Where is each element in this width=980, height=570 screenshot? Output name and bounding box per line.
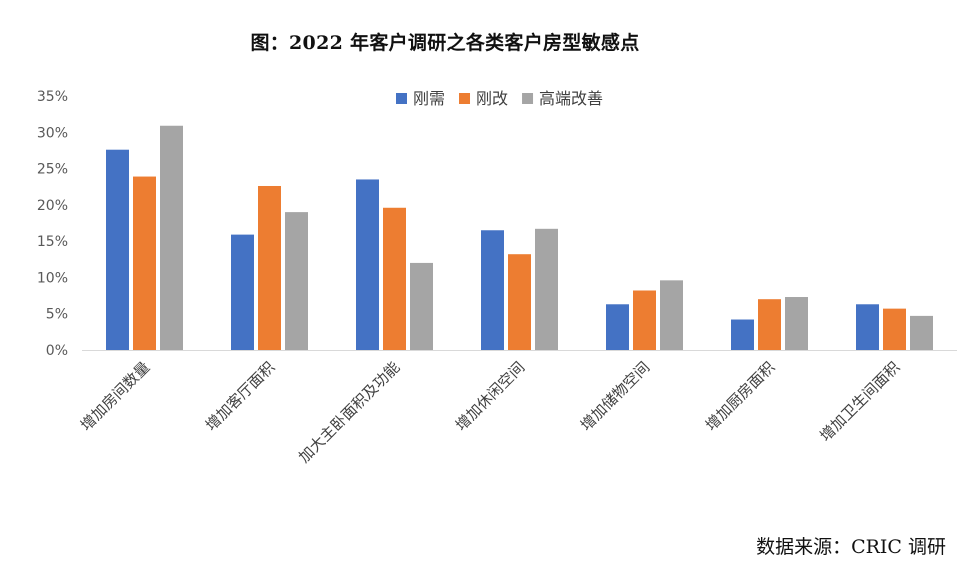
y-tick-label: 10% <box>37 270 68 286</box>
chart-title: 图：2022 年客户调研之各类客户房型敏感点 <box>250 32 640 54</box>
y-tick-label: 35% <box>37 89 68 105</box>
bar-1 <box>231 234 254 350</box>
bar-2 <box>633 290 656 350</box>
x-category-label: 增加休闲空间 <box>452 358 528 434</box>
bar-2 <box>883 308 906 350</box>
legend-label: 刚需 <box>413 89 445 108</box>
bar-1 <box>731 319 754 350</box>
legend-label: 高端改善 <box>539 89 603 108</box>
x-axis-category-labels: 增加房间数量 增加客厅面积 加大主卧面积及功能 增加休闲空间 增加储物空间 增加厨房面积增… <box>77 358 903 466</box>
y-tick-label: 20% <box>37 198 68 214</box>
bar-1 <box>106 149 129 350</box>
bar-3 <box>910 315 933 350</box>
y-axis-ticks: 0% 5% 10% 15% 20% 25% 30% 35% <box>37 89 68 359</box>
bar-1 <box>481 230 504 350</box>
bar-3 <box>660 280 683 350</box>
source-note: 数据来源：CRIC 调研 <box>756 536 946 558</box>
bar-1 <box>856 304 879 350</box>
y-tick-label: 30% <box>37 125 68 141</box>
x-category-label: 增加房间数量 <box>77 358 153 434</box>
bars-group <box>106 125 933 350</box>
bar-3 <box>410 262 433 350</box>
y-tick-label: 0% <box>46 343 68 359</box>
bar-2 <box>133 176 156 350</box>
legend-swatch <box>522 93 534 104</box>
bar-3 <box>160 125 183 350</box>
y-tick-label: 25% <box>37 162 68 178</box>
bar-1 <box>606 304 629 350</box>
x-category-label: 增加客厅面积 <box>202 358 278 434</box>
bar-1 <box>356 179 379 350</box>
x-category-label: 增加储物空间 <box>577 358 653 434</box>
bar-2 <box>758 299 781 350</box>
x-category-label: 加大主卧面积及功能 <box>295 358 403 466</box>
y-tick-label: 5% <box>46 307 68 323</box>
legend-label: 刚改 <box>476 89 508 108</box>
bar-3 <box>535 228 558 350</box>
x-category-label: 增加卫生间面积 <box>816 358 903 445</box>
y-tick-label: 15% <box>37 234 68 250</box>
legend: 刚需 刚改 高端改善 <box>396 89 603 108</box>
legend-swatch <box>459 93 471 104</box>
bar-3 <box>285 212 308 350</box>
bar-3 <box>785 297 808 350</box>
bar-2 <box>383 207 406 350</box>
bar-2 <box>508 254 531 350</box>
x-category-label: 增加厨房面积 <box>702 358 778 434</box>
legend-swatch <box>396 93 407 104</box>
bar-2 <box>258 185 281 350</box>
